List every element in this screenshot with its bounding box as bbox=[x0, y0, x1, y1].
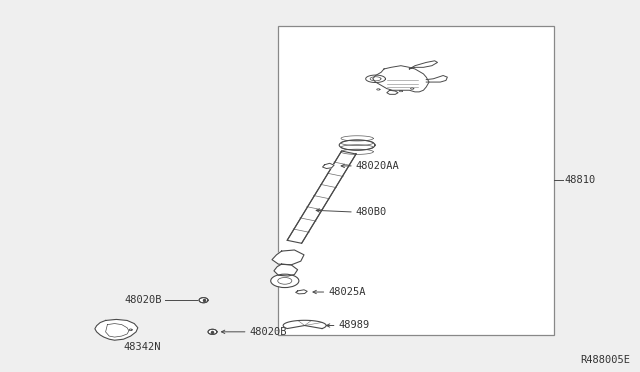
Text: 480B0: 480B0 bbox=[356, 207, 387, 217]
Polygon shape bbox=[272, 250, 304, 265]
Polygon shape bbox=[323, 163, 334, 169]
Text: R488005E: R488005E bbox=[580, 355, 630, 365]
Bar bbox=[278, 26, 554, 335]
Text: 48020B: 48020B bbox=[124, 295, 162, 305]
Polygon shape bbox=[287, 151, 356, 243]
Polygon shape bbox=[95, 320, 138, 340]
Polygon shape bbox=[208, 329, 217, 334]
Text: 48342N: 48342N bbox=[124, 342, 161, 352]
Polygon shape bbox=[339, 140, 375, 150]
Text: 48810: 48810 bbox=[564, 176, 596, 185]
Ellipse shape bbox=[278, 278, 292, 284]
Ellipse shape bbox=[271, 274, 299, 288]
Polygon shape bbox=[296, 290, 307, 294]
Text: 48989: 48989 bbox=[339, 321, 370, 330]
Polygon shape bbox=[274, 264, 298, 276]
Text: 48020AA: 48020AA bbox=[356, 161, 399, 171]
Text: 48020B: 48020B bbox=[250, 327, 287, 337]
Text: 48025A: 48025A bbox=[328, 287, 366, 297]
Polygon shape bbox=[283, 320, 326, 328]
Polygon shape bbox=[199, 298, 208, 303]
